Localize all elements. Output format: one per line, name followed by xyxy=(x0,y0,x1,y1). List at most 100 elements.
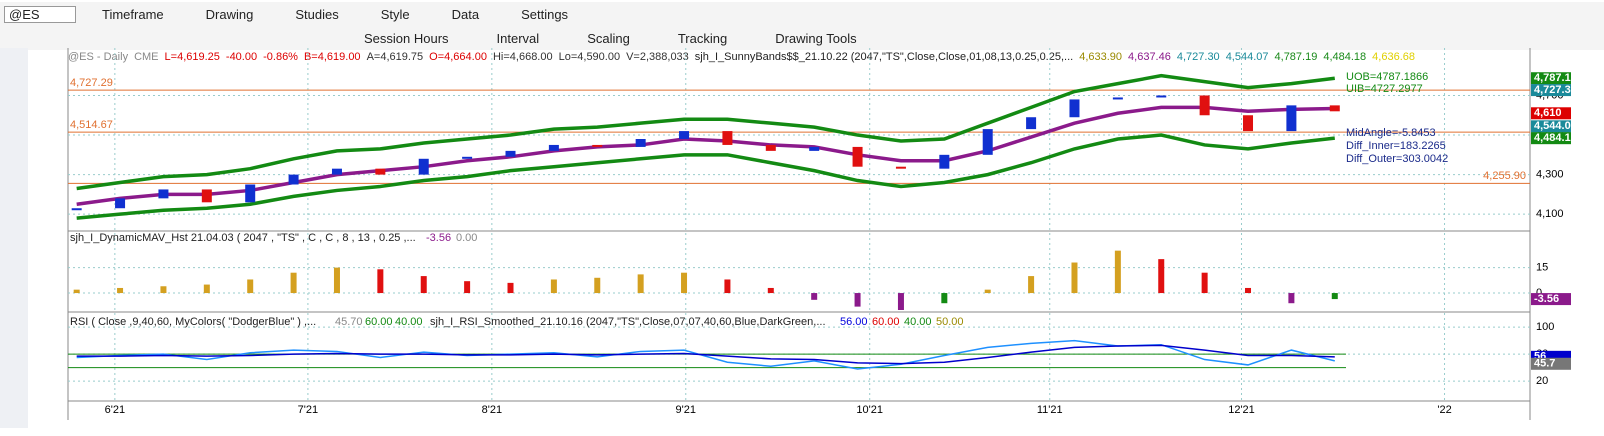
candle xyxy=(375,168,386,175)
candle xyxy=(71,208,82,211)
menu-item[interactable]: Timeframe xyxy=(102,6,164,22)
menu-item[interactable]: Settings xyxy=(521,6,569,22)
indicator-label: 40.00 xyxy=(904,316,932,328)
line-series xyxy=(76,105,1335,207)
status-item: B=4,619.00 xyxy=(303,51,361,63)
indicator-label: 60.00 xyxy=(872,316,900,328)
histogram-bar xyxy=(377,269,384,294)
histogram-bar xyxy=(941,293,948,304)
histogram-bar xyxy=(73,289,80,294)
x-tick-label: 11'21 xyxy=(1037,404,1063,416)
tool-sidebar xyxy=(0,48,28,428)
price-tag xyxy=(1531,293,1571,306)
status-item: 4,637.46 xyxy=(1128,51,1171,63)
histogram-bar xyxy=(117,287,124,294)
status-item: sjh_I_SunnyBands$$_21.10.22 (2047,"TS",C… xyxy=(694,51,1074,63)
histogram-bar xyxy=(811,293,818,300)
price-tag xyxy=(1531,120,1571,133)
y-tick-label: 4,500 xyxy=(1536,129,1564,141)
histogram-bar xyxy=(1245,287,1252,294)
indicator-label: RSI ( Close ,9,40,60, MyColors( "DodgerB… xyxy=(70,316,316,328)
symbol-box[interactable]: @ES xyxy=(4,5,76,23)
price-tag xyxy=(1531,350,1571,363)
price-tag-label: 4,787.1 xyxy=(1534,72,1571,84)
status-item: Hi=4,668.00 xyxy=(492,51,553,63)
candle xyxy=(1026,117,1037,130)
indicator-label: 56.00 xyxy=(840,316,868,328)
menu-item[interactable]: Scaling xyxy=(587,30,630,46)
candle xyxy=(115,198,126,209)
annotation: MidAngle=-5.8453 xyxy=(1346,127,1436,139)
x-tick-label: 12'21 xyxy=(1228,404,1255,416)
histogram-bar xyxy=(1158,259,1165,294)
histogram-bar xyxy=(637,274,644,294)
status-item: V=2,388,033 xyxy=(626,51,689,63)
candle xyxy=(201,189,212,203)
candle xyxy=(1243,115,1254,132)
status-item: L=4,619.25 xyxy=(164,51,220,63)
price-tag-label: 4,610 xyxy=(1534,107,1562,119)
histogram-bar xyxy=(1071,262,1078,294)
candle xyxy=(592,144,603,147)
histogram-bar xyxy=(160,286,167,294)
x-tick-label: 7'21 xyxy=(298,404,318,416)
menu-item[interactable]: Data xyxy=(451,6,480,22)
menu-item[interactable]: Drawing Tools xyxy=(775,30,857,46)
menu-item[interactable]: Interval xyxy=(496,30,540,46)
candle xyxy=(809,146,820,151)
candle xyxy=(722,131,733,145)
candle xyxy=(245,184,256,203)
status-item: Lo=4,590.00 xyxy=(558,51,621,63)
price-tag xyxy=(1531,357,1571,370)
histogram-bar xyxy=(203,284,210,294)
price-tag-label: 4,544.0 xyxy=(1534,120,1571,132)
y-tick-label: 4,300 xyxy=(1536,169,1564,181)
indicator-label: 45.70 xyxy=(335,316,363,328)
indicator-label: 40.00 xyxy=(395,316,423,328)
menu: Session Hours Interval Scaling Tracking Draw… xyxy=(360,31,861,46)
menu-item[interactable]: Style xyxy=(380,6,410,22)
y-tick-label: 20 xyxy=(1536,375,1548,387)
line-series xyxy=(76,344,1335,365)
indicator-label: sjh_I_RSI_Smoothed_21.10.16 (2047,"TS",C… xyxy=(430,316,826,328)
status-item: -40.00 xyxy=(225,51,258,63)
price-tag-label: 45.7 xyxy=(1534,358,1555,370)
menu-item[interactable]: Tracking xyxy=(677,30,728,46)
histogram-bar xyxy=(984,289,991,294)
status-item: 4,636.68 xyxy=(1372,51,1415,63)
indicator-label: 0.00 xyxy=(456,232,477,244)
histogram-bar xyxy=(507,282,514,294)
candle xyxy=(895,166,906,169)
menu-item[interactable]: Session Hours xyxy=(364,30,449,46)
y-tick-label: 0 xyxy=(1536,287,1542,299)
menu: Timeframe Drawing Studies Style Data Settings xyxy=(98,7,572,22)
menu-item[interactable]: Studies xyxy=(295,6,339,22)
indicator-label: sjh_I_DynamicMAV_Hst 21.04.03 ( 2047 , "… xyxy=(70,232,416,244)
y-tick-label: 60 xyxy=(1536,348,1548,360)
y-tick-label: 4,100 xyxy=(1536,208,1564,220)
candle xyxy=(418,158,429,175)
indicator-label: -3.56 xyxy=(426,232,451,244)
candle xyxy=(765,144,776,151)
status-item: A=4,619.75 xyxy=(366,51,424,63)
candle xyxy=(852,146,863,167)
candle xyxy=(1286,105,1297,132)
candle xyxy=(1156,95,1167,98)
price-tag-label: 56 xyxy=(1534,351,1546,363)
histogram-bar xyxy=(1288,293,1295,304)
histogram-bar xyxy=(897,293,904,310)
indicator-label: 60.00 xyxy=(365,316,393,328)
status-line: @ES - Daily CME L=4,619.25 -40.00 -0.86% B=4,… xyxy=(68,51,1421,63)
status-item: 4,727.30 xyxy=(1176,51,1220,63)
histogram-bar xyxy=(1331,293,1338,300)
candle xyxy=(288,174,299,185)
price-tag xyxy=(1531,84,1571,97)
price-tag xyxy=(1531,72,1571,85)
candle xyxy=(1329,105,1340,112)
menu-item[interactable]: Drawing xyxy=(205,6,254,22)
histogram-bar xyxy=(1028,276,1035,294)
line-series xyxy=(76,133,1335,220)
annotation: Diff_Inner=183.2265 xyxy=(1346,140,1446,152)
line-series xyxy=(76,339,1335,370)
